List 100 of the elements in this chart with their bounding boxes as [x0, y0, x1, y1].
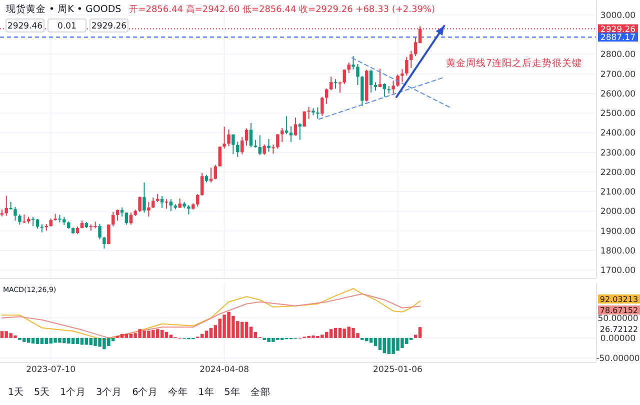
bar — [204, 330, 208, 338]
text: 3个月 — [96, 386, 122, 398]
ref-line-label: 2887.17 — [600, 33, 636, 44]
bar — [164, 332, 168, 338]
y-tick-label: 1900.00 — [600, 226, 636, 237]
candlestick — [169, 198, 173, 212]
bar — [71, 338, 75, 344]
ref-line-label: 2929.26 — [600, 24, 636, 35]
candlestick — [102, 236, 106, 250]
candlestick — [307, 106, 310, 120]
y-tick-label: 50.00000 — [598, 314, 638, 324]
candlestick — [18, 214, 22, 226]
candlestick — [209, 167, 213, 184]
candlestick — [338, 81, 342, 94]
bar — [0, 331, 4, 338]
candlestick — [356, 64, 360, 86]
text: 92.03213 — [600, 295, 638, 304]
candlestick — [40, 224, 44, 233]
candlestick — [405, 56, 408, 76]
candlestick — [222, 126, 226, 150]
candlestick — [164, 198, 168, 210]
y-tick-label: 2300.00 — [600, 148, 636, 158]
candlestick — [147, 202, 150, 218]
text: 开=2856.44 高=2942.60 低=2856.44 收=2929.26 +68.33 (+2.39%) — [129, 4, 435, 15]
candlestick — [369, 69, 373, 93]
text: 5天 — [34, 387, 50, 398]
candlestick — [347, 62, 350, 74]
candlestick — [334, 78, 338, 90]
bar — [124, 334, 128, 338]
candlestick — [378, 68, 382, 88]
candlestick — [249, 122, 253, 148]
bar — [156, 329, 160, 338]
bar — [36, 338, 40, 344]
candlestick — [276, 134, 280, 150]
candlestick — [232, 134, 235, 155]
y-tick-label: 1700.00 — [600, 266, 636, 276]
candlestick — [329, 76, 333, 91]
x-tick-label: 2023-07-10 — [26, 365, 76, 375]
bar — [80, 338, 84, 345]
bar — [169, 334, 173, 338]
text: 6个月 — [132, 386, 158, 398]
candlestick — [129, 212, 132, 226]
text: 现货黄金 • 周K • GOODS — [6, 3, 122, 15]
bar — [382, 338, 386, 354]
annotation: 黄金周线7连阳之后走势很关键 — [446, 57, 582, 69]
x-tick-label: 2024-04-08 — [200, 365, 249, 375]
bar — [374, 338, 378, 346]
annotation: 2929.26 — [91, 22, 127, 32]
y-tick-label: 2200.00 — [600, 168, 636, 178]
candlestick — [112, 211, 115, 227]
candlestick — [320, 96, 324, 117]
candlestick — [218, 146, 222, 167]
y-tick-label: 2700.00 — [600, 70, 636, 80]
candlestick — [392, 80, 395, 94]
candlestick — [262, 144, 266, 156]
candlestick — [410, 50, 413, 68]
bar — [160, 330, 164, 338]
bar — [324, 332, 328, 338]
annotation: 2929.46 — [7, 22, 43, 32]
candlestick — [267, 138, 270, 152]
candlestick — [342, 69, 346, 85]
y-tick-label: 2100.00 — [600, 188, 636, 198]
candlestick — [200, 172, 204, 196]
text: 26.72122 — [600, 325, 638, 334]
y-tick-label: 2800.00 — [600, 50, 636, 60]
candlestick — [280, 128, 284, 142]
y-tick-label: 2600.00 — [600, 89, 636, 100]
candlestick — [116, 208, 120, 221]
candlestick — [187, 204, 190, 215]
text: 今年 — [168, 386, 188, 398]
candlestick — [352, 56, 355, 70]
candlestick — [152, 197, 155, 209]
y-tick-label: 2400.00 — [600, 128, 636, 139]
candlestick — [294, 117, 298, 136]
candlestick — [316, 106, 320, 120]
text: 全部 — [250, 386, 270, 398]
bar — [209, 328, 213, 338]
candlestick — [240, 136, 244, 155]
text: 78.67152 — [600, 306, 638, 315]
candlestick — [178, 198, 182, 208]
candlestick — [196, 193, 200, 208]
candlestick — [14, 206, 17, 222]
text: 1个月 — [60, 386, 86, 398]
bar — [40, 338, 44, 344]
candlestick — [258, 134, 262, 156]
candlestick — [396, 74, 400, 88]
bar — [334, 328, 338, 338]
y-tick-label: 0.00000 — [600, 334, 636, 344]
bar — [329, 329, 333, 338]
bar — [418, 327, 422, 338]
text: 1年 — [198, 386, 214, 398]
bar — [244, 322, 248, 338]
candlestick — [324, 88, 328, 104]
candlestick — [138, 196, 142, 213]
bar — [369, 338, 373, 343]
bar — [26, 338, 30, 343]
candlestick — [289, 126, 293, 142]
y-tick-label: 3000.00 — [600, 10, 636, 21]
candlestick — [227, 128, 230, 147]
y-tick-label: -50.00000 — [596, 354, 640, 364]
